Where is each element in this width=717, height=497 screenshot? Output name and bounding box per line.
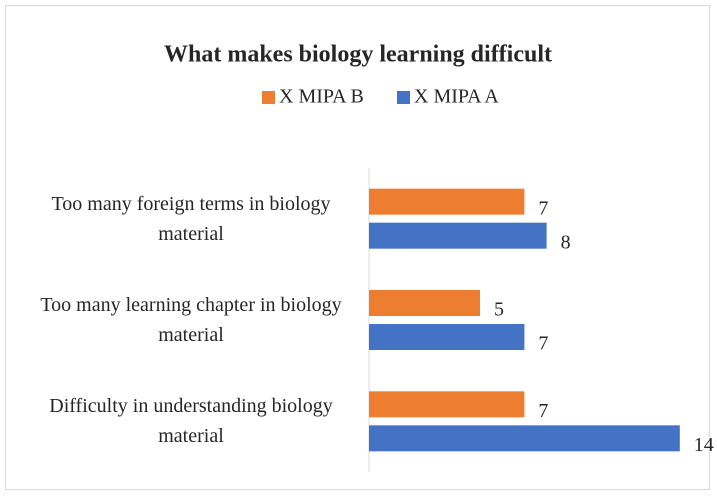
value-label: 7 bbox=[538, 400, 548, 422]
chart-title: What makes biology learning difficult bbox=[164, 42, 552, 68]
legend-swatch bbox=[397, 91, 410, 104]
value-label: 8 bbox=[561, 231, 571, 253]
bar bbox=[369, 290, 480, 316]
legend-swatch bbox=[262, 91, 275, 104]
category-label: Too many learning chapter in biology mat… bbox=[40, 294, 342, 346]
value-label: 7 bbox=[538, 197, 548, 219]
bar bbox=[369, 425, 680, 452]
category-label: Too many foreign terms in biology materi… bbox=[51, 192, 331, 245]
bar bbox=[369, 222, 547, 249]
value-label: 5 bbox=[494, 299, 504, 321]
legend-label: X MIPA B bbox=[279, 86, 364, 108]
bar bbox=[369, 188, 525, 215]
value-label: 7 bbox=[538, 333, 548, 355]
chart-frame bbox=[5, 5, 710, 490]
bar bbox=[369, 324, 525, 350]
legend-label: X MIPA A bbox=[414, 86, 499, 108]
bar bbox=[369, 391, 525, 418]
value-label: 14 bbox=[694, 434, 714, 456]
category-label: Difficulty in understanding biology mate… bbox=[49, 395, 333, 448]
